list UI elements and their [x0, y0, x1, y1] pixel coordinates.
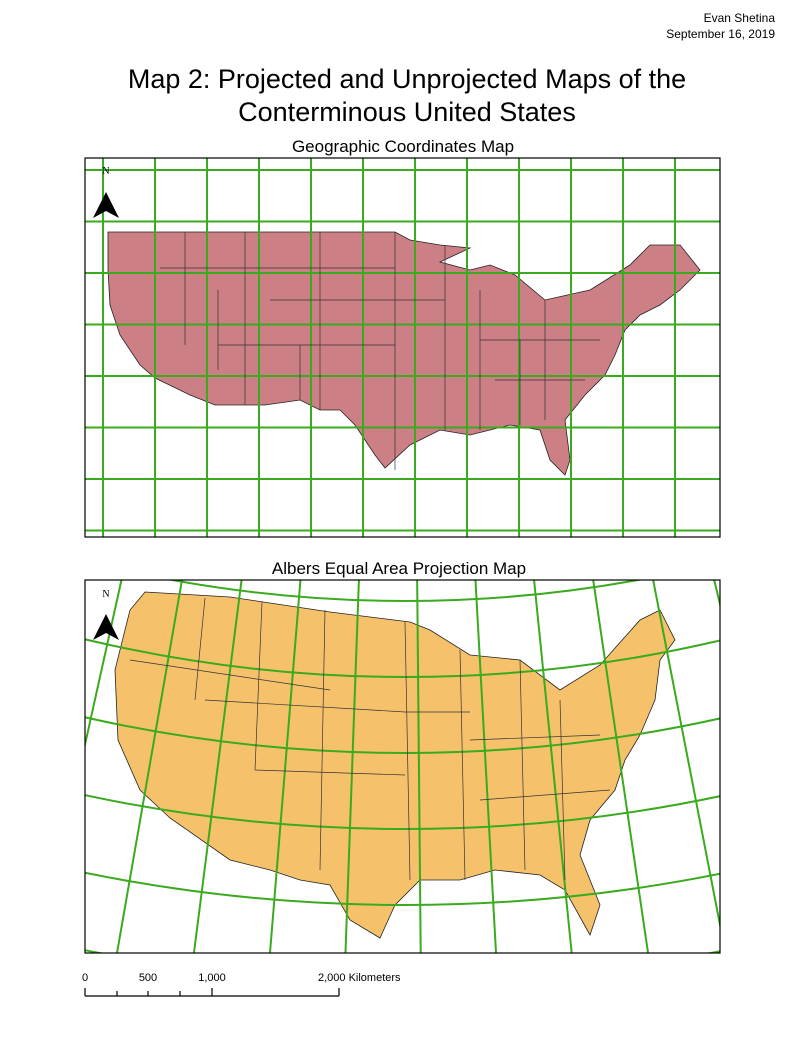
- graticule-line: [167, 580, 643, 602]
- scale-label: 2,000 Kilometers: [318, 972, 401, 984]
- graticule-line: [192, 580, 243, 953]
- graticule-line: [85, 716, 720, 754]
- author: Evan Shetina: [704, 11, 776, 25]
- title-line: Map 2: Projected and Unprojected Maps of…: [128, 64, 686, 94]
- graticule-line: [0, 459, 92, 990]
- graticule-line: [115, 580, 183, 953]
- north-label: N: [102, 166, 109, 177]
- state-lines: [160, 232, 600, 470]
- us-outline: [114, 591, 676, 939]
- north-arrow: [93, 192, 119, 218]
- north-arrow: [93, 614, 119, 640]
- map-body: [0, 436, 800, 990]
- date: September 16, 2019: [666, 27, 775, 41]
- graticule-line: [592, 580, 650, 953]
- graticule-line: [792, 436, 800, 957]
- scale-bar: 0 500 1,000 2,000 Kilometers: [82, 972, 401, 997]
- map-title: Albers Equal Area Projection Map: [272, 559, 526, 578]
- state-lines: [129, 597, 611, 881]
- title-line: Conterminous United States: [238, 97, 576, 127]
- graticule-line: [652, 580, 720, 931]
- graticule-line: [344, 580, 360, 953]
- north-label: N: [102, 589, 109, 600]
- graticule-line: [740, 452, 800, 980]
- map-title: Geographic Coordinates Map: [292, 137, 514, 156]
- us-outline: [107, 231, 701, 476]
- graticule-line: [533, 580, 573, 953]
- graticule-line: [0, 443, 40, 967]
- graticule-line: [85, 580, 123, 750]
- scale-label: 500: [139, 972, 157, 984]
- graticule-line: [713, 580, 720, 609]
- graticule-line: [85, 794, 720, 830]
- graticule: [85, 158, 720, 537]
- scale-label: 0: [82, 972, 88, 984]
- graticule-line: [474, 580, 498, 953]
- graticule-line: [85, 638, 720, 678]
- scale-label: 1,000: [198, 972, 226, 984]
- map-body: [85, 158, 720, 537]
- scale-line: [84, 988, 340, 997]
- map-frame: [84, 157, 721, 538]
- graticule-line: [85, 871, 720, 907]
- graticule-line: [416, 580, 422, 953]
- map-frame: [84, 579, 721, 954]
